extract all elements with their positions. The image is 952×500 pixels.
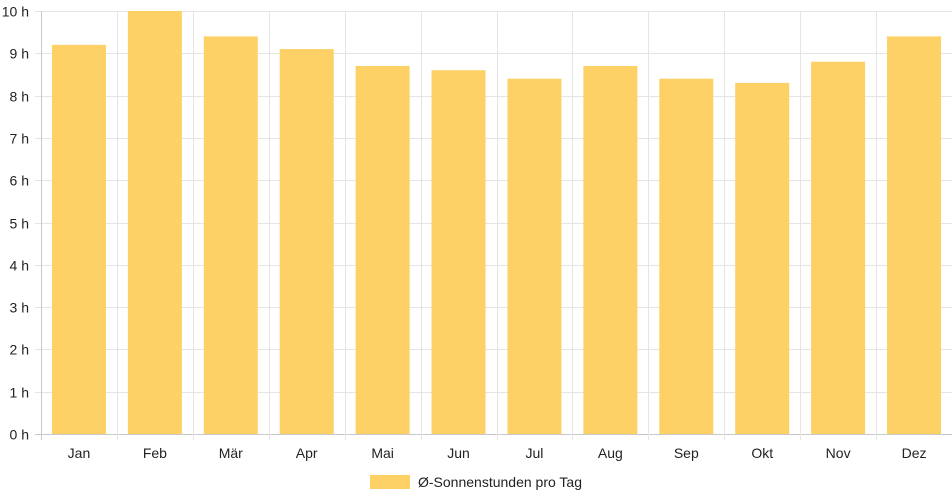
bar-Apr[interactable] bbox=[279, 49, 334, 434]
legend-swatch bbox=[370, 475, 410, 489]
legend-label: Ø-Sonnenstunden pro Tag bbox=[418, 474, 582, 490]
y-tick-labels: 0 h 1 h 2 h 3 h 4 h 5 h 6 h 7 h 8 h 9 h 10 h bbox=[2, 4, 29, 443]
x-tick-label: Nov bbox=[826, 445, 851, 461]
y-tick-label: 3 h bbox=[10, 300, 29, 316]
y-tick-label: 8 h bbox=[10, 89, 29, 105]
x-tick-label: Okt bbox=[751, 445, 773, 461]
x-tick-label: Feb bbox=[143, 445, 167, 461]
x-tick-label: Mär bbox=[219, 445, 243, 461]
bar-Dez[interactable] bbox=[887, 36, 942, 434]
bar-Mär[interactable] bbox=[203, 36, 258, 434]
grid-layer bbox=[35, 11, 952, 440]
bar-Feb[interactable] bbox=[127, 11, 182, 434]
y-tick-label: 10 h bbox=[2, 4, 29, 20]
bar-Sep[interactable] bbox=[659, 78, 714, 435]
y-tick-label: 6 h bbox=[10, 173, 29, 189]
y-tick-label: 0 h bbox=[10, 427, 29, 443]
x-tick-label: Sep bbox=[674, 445, 699, 461]
x-tick-label: Aug bbox=[598, 445, 623, 461]
x-tick-labels: Jan Feb Mär Apr Mai Jun Jul Aug Sep Okt Nov Dez bbox=[68, 445, 927, 461]
bar-Nov[interactable] bbox=[811, 61, 866, 434]
bar-Jul[interactable] bbox=[507, 78, 562, 435]
x-tick-label: Jul bbox=[526, 445, 544, 461]
x-tick-label: Jan bbox=[68, 445, 91, 461]
legend[interactable]: Ø-Sonnenstunden pro Tag bbox=[0, 470, 952, 494]
x-tick-label: Mai bbox=[371, 445, 394, 461]
y-tick-label: 1 h bbox=[10, 385, 29, 401]
y-tick-label: 7 h bbox=[10, 131, 29, 147]
bar-Jun[interactable] bbox=[431, 70, 486, 434]
bar-Aug[interactable] bbox=[583, 65, 638, 435]
x-tick-label: Jun bbox=[447, 445, 470, 461]
bar-layer bbox=[51, 11, 942, 435]
x-tick-label: Apr bbox=[296, 445, 318, 461]
bar-Okt[interactable] bbox=[735, 82, 790, 434]
bar-Mai[interactable] bbox=[355, 65, 410, 435]
y-tick-label: 4 h bbox=[10, 258, 29, 274]
y-tick-label: 2 h bbox=[10, 342, 29, 358]
y-tick-label: 5 h bbox=[10, 216, 29, 232]
y-tick-label: 9 h bbox=[10, 46, 29, 62]
bar-Jan[interactable] bbox=[51, 44, 106, 435]
x-tick-label: Dez bbox=[902, 445, 927, 461]
